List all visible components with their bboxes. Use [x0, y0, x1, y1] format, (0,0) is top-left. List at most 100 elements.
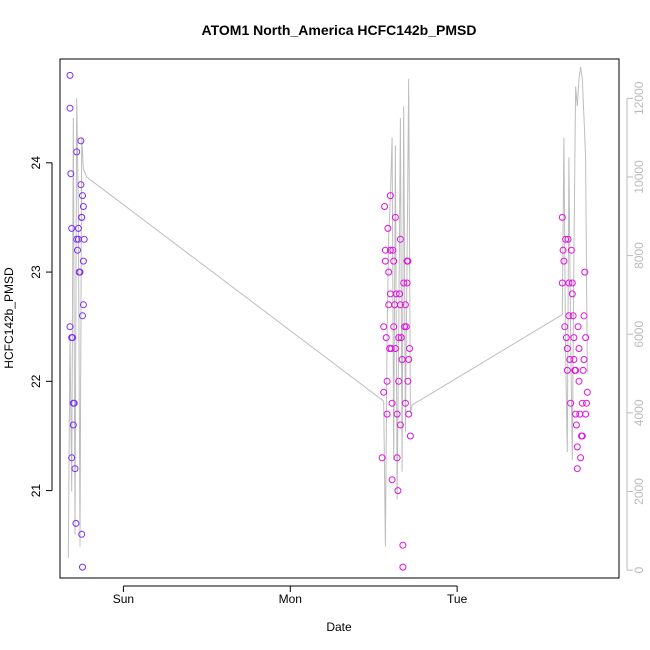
plot-frame: [59, 58, 620, 579]
data-point: [78, 530, 86, 538]
data-point: [582, 410, 590, 418]
data-point: [566, 356, 574, 363]
y-tick-label: 23: [29, 265, 43, 279]
data-point: [559, 246, 567, 254]
data-point: [391, 345, 399, 352]
data-point: [79, 301, 87, 309]
data-point: [570, 334, 578, 342]
data-point: [396, 421, 404, 429]
data-point: [401, 399, 409, 407]
y2-tick-label: 0: [632, 566, 646, 573]
data-point: [405, 410, 413, 418]
data-point: [76, 268, 84, 276]
y2-tick-label: 10000: [632, 160, 646, 194]
data-point: [562, 235, 570, 243]
x-tick-label: Tue: [447, 592, 468, 606]
data-point: [396, 235, 404, 243]
data-point: [387, 345, 395, 352]
data-point: [67, 170, 75, 178]
data-point: [570, 356, 578, 363]
points-layer: [66, 71, 591, 571]
data-point: [575, 377, 583, 385]
data-point: [558, 279, 566, 287]
data-point: [393, 410, 401, 418]
data-point: [567, 399, 575, 407]
data-point: [388, 399, 396, 407]
chart-title: ATOM1 North_America HCFC142b_PMSD: [202, 22, 477, 38]
data-point: [562, 334, 570, 342]
altitude-line-layer: [67, 66, 588, 559]
data-point: [564, 235, 572, 243]
data-point: [79, 257, 87, 265]
data-point: [378, 454, 386, 462]
y-tick-label: 24: [29, 156, 43, 170]
data-point: [77, 181, 85, 189]
data-point: [583, 388, 591, 396]
data-point: [396, 290, 404, 298]
y2-tick-label: 6000: [632, 321, 646, 348]
data-point: [563, 366, 571, 374]
data-point: [403, 279, 411, 287]
data-point: [386, 246, 394, 254]
data-point: [568, 279, 576, 287]
data-point: [573, 443, 581, 451]
data-point: [577, 454, 585, 462]
y2-tick-label: 2000: [632, 478, 646, 505]
data-point: [401, 301, 409, 309]
data-point: [579, 366, 587, 374]
data-point: [578, 432, 586, 440]
data-point: [578, 399, 586, 407]
data-point: [583, 399, 590, 407]
data-point: [406, 345, 414, 352]
data-point: [380, 388, 388, 396]
y2-tick-label: 8000: [632, 242, 646, 269]
data-point: [397, 334, 405, 342]
data-point: [70, 399, 78, 407]
data-point: [390, 257, 398, 265]
data-point: [66, 323, 74, 331]
axes-layer: Sun Mon Tue 21 22 23 24 0 2000 4000 6000 8000 10000 1…: [29, 81, 646, 606]
y2-tick-label: 4000: [632, 399, 646, 426]
data-point: [404, 257, 412, 265]
data-point: [391, 213, 399, 221]
data-point: [381, 203, 389, 210]
data-point: [388, 476, 396, 484]
data-point: [389, 246, 397, 254]
data-point: [581, 268, 589, 276]
data-point: [79, 312, 86, 320]
data-point: [392, 290, 400, 298]
data-point: [399, 563, 407, 571]
data-point: [565, 279, 573, 287]
data-point: [558, 213, 566, 221]
data-point: [68, 224, 76, 232]
data-point: [66, 71, 74, 79]
y-axis-label: HCFC142b_PMSD: [2, 267, 16, 369]
data-point: [569, 312, 577, 320]
data-point: [385, 301, 393, 309]
x-axis-label: Date: [326, 620, 352, 634]
x-tick-label: Sun: [113, 592, 134, 606]
data-point: [71, 465, 79, 473]
data-point: [80, 235, 88, 243]
x-tick-label: Mon: [279, 592, 302, 606]
data-point: [580, 356, 588, 363]
data-point: [396, 301, 404, 309]
data-point: [380, 323, 388, 331]
data-point: [382, 334, 390, 342]
data-point: [568, 290, 576, 298]
data-point: [66, 104, 74, 112]
data-point: [575, 345, 583, 352]
data-point: [69, 421, 77, 429]
data-point: [576, 410, 584, 418]
data-point: [398, 356, 406, 363]
data-point: [385, 268, 393, 276]
data-point: [390, 323, 398, 331]
data-point: [384, 224, 392, 232]
data-point: [393, 454, 401, 462]
data-point: [73, 148, 81, 156]
data-point: [560, 257, 568, 265]
data-point: [78, 213, 86, 221]
data-point: [405, 356, 413, 363]
data-point: [79, 563, 86, 571]
